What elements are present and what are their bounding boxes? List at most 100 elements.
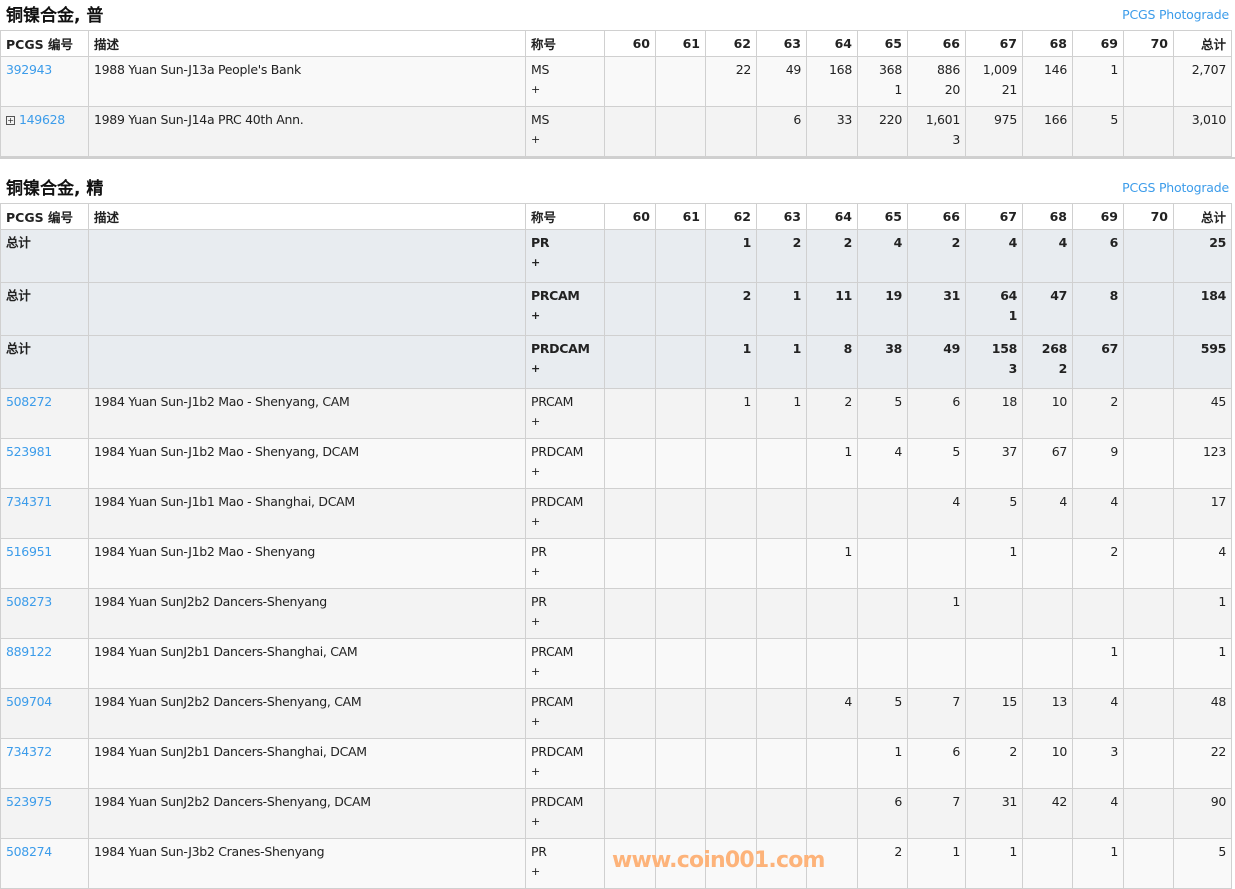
count: 4 — [1110, 794, 1118, 809]
col-grade-61[interactable]: 61 — [655, 203, 706, 230]
grade-count-60 — [604, 588, 656, 639]
pcgs-id-link[interactable]: 392943 — [6, 62, 52, 77]
pcgs-id-link[interactable]: 509704 — [6, 694, 52, 709]
count: 1 — [952, 844, 960, 859]
total-label: 总计 — [6, 235, 31, 250]
pcgs-id-link[interactable]: 149628 — [19, 112, 65, 127]
grade-count-60 — [604, 538, 656, 589]
count: 6 — [793, 112, 801, 127]
grade-count-69: 5 — [1072, 106, 1124, 157]
count: 2 — [894, 844, 902, 859]
col-grade-65[interactable]: 65 — [857, 30, 908, 57]
designation: MS — [531, 62, 550, 77]
count: 15 — [1001, 694, 1018, 709]
count: 1,601 — [925, 112, 961, 127]
grade-count-66: 7 — [907, 688, 966, 739]
pcgs-id-link[interactable]: 516951 — [6, 544, 52, 559]
photograde-link[interactable]: PCGS Photograde — [1122, 180, 1229, 195]
col-grade-66[interactable]: 66 — [907, 203, 966, 230]
col-grade-63[interactable]: 63 — [756, 30, 807, 57]
grade-count-67: 37 — [965, 438, 1023, 489]
col-total[interactable]: 总计 — [1173, 30, 1232, 57]
col-designation[interactable]: 称号 — [525, 203, 605, 230]
plus-grade-label: + — [531, 565, 540, 578]
plus-grade-label: + — [531, 309, 540, 322]
col-grade-67[interactable]: 67 — [965, 203, 1023, 230]
pcgs-id-link[interactable]: 508273 — [6, 594, 52, 609]
count: 38 — [885, 341, 902, 356]
grade-count-65: 2 — [857, 838, 908, 889]
grade-count-68 — [1022, 538, 1073, 589]
grade-count-60 — [604, 788, 656, 839]
col-grade-70[interactable]: 70 — [1123, 30, 1174, 57]
count: 1 — [1110, 62, 1118, 77]
col-total[interactable]: 总计 — [1173, 203, 1232, 230]
col-designation[interactable]: 称号 — [525, 30, 605, 57]
pcgs-id-link[interactable]: 508274 — [6, 844, 52, 859]
plus-count: 3 — [952, 132, 960, 147]
col-grade-60[interactable]: 60 — [604, 30, 656, 57]
grade-count-65: 4 — [857, 229, 908, 283]
col-description[interactable]: 描述 — [88, 203, 526, 230]
count: 49 — [943, 341, 960, 356]
grade-count-64: 33 — [806, 106, 858, 157]
grade-count-64 — [806, 638, 858, 689]
grade-count-64: 11 — [806, 282, 858, 336]
col-grade-62[interactable]: 62 — [705, 30, 757, 57]
photograde-link[interactable]: PCGS Photograde — [1122, 7, 1229, 22]
col-grade-64[interactable]: 64 — [806, 30, 858, 57]
pcgs-id-cell: 总计 — [0, 282, 89, 336]
count: 886 — [937, 62, 960, 77]
pcgs-id-link[interactable]: 508272 — [6, 394, 52, 409]
col-grade-68[interactable]: 68 — [1022, 30, 1073, 57]
table-row: 734371 1984 Yuan Sun-J1b1 Mao - Shanghai,… — [0, 488, 1232, 539]
count: 7 — [952, 794, 960, 809]
grade-count-62 — [705, 538, 757, 589]
section-title: 铜镍合金, 精 — [6, 179, 104, 199]
pcgs-id-link[interactable]: 734372 — [6, 744, 52, 759]
count: 4 — [1110, 494, 1118, 509]
col-grade-64[interactable]: 64 — [806, 203, 858, 230]
expand-icon[interactable]: + — [6, 116, 15, 125]
col-grade-65[interactable]: 65 — [857, 203, 908, 230]
grade-count-68: 10 — [1022, 738, 1073, 789]
col-grade-63[interactable]: 63 — [756, 203, 807, 230]
col-pcgs-id[interactable]: PCGS 编号 — [0, 30, 89, 57]
designation-cell: PRCAM + — [525, 282, 605, 336]
grade-count-69: 3 — [1072, 738, 1124, 789]
pcgs-id-link[interactable]: 523975 — [6, 794, 52, 809]
count: 1 — [1009, 544, 1017, 559]
col-grade-68[interactable]: 68 — [1022, 203, 1073, 230]
grade-count-62 — [705, 106, 757, 157]
col-grade-61[interactable]: 61 — [655, 30, 706, 57]
col-description[interactable]: 描述 — [88, 30, 526, 57]
grade-count-68 — [1022, 838, 1073, 889]
grade-count-62 — [705, 438, 757, 489]
count: 3 — [1110, 744, 1118, 759]
grade-count-66: 1,601 3 — [907, 106, 966, 157]
col-grade-69[interactable]: 69 — [1072, 30, 1124, 57]
count: 166 — [1044, 112, 1067, 127]
col-grade-69[interactable]: 69 — [1072, 203, 1124, 230]
grade-count-63: 1 — [756, 282, 807, 336]
designation: PRDCAM — [531, 794, 584, 809]
grade-count-66: 31 — [907, 282, 966, 336]
grade-count-69: 2 — [1072, 538, 1124, 589]
col-pcgs-id[interactable]: PCGS 编号 — [0, 203, 89, 230]
pcgs-id-link[interactable]: 889122 — [6, 644, 52, 659]
grade-count-63 — [756, 638, 807, 689]
grade-count-65: 19 — [857, 282, 908, 336]
col-grade-66[interactable]: 66 — [907, 30, 966, 57]
grade-count-65: 38 — [857, 335, 908, 389]
col-grade-67[interactable]: 67 — [965, 30, 1023, 57]
grade-count-65: 368 1 — [857, 56, 908, 107]
col-grade-70[interactable]: 70 — [1123, 203, 1174, 230]
col-grade-60[interactable]: 60 — [604, 203, 656, 230]
col-grade-62[interactable]: 62 — [705, 203, 757, 230]
grade-count-70 — [1123, 538, 1174, 589]
pcgs-id-link[interactable]: 523981 — [6, 444, 52, 459]
pcgs-id-link[interactable]: 734371 — [6, 494, 52, 509]
grade-count-66: 49 — [907, 335, 966, 389]
header-row: PCGS 编号 描述 称号 60 61 62 63 64 65 66 67 68 69 70 总计 — [0, 203, 1232, 230]
count: 4 — [952, 494, 960, 509]
